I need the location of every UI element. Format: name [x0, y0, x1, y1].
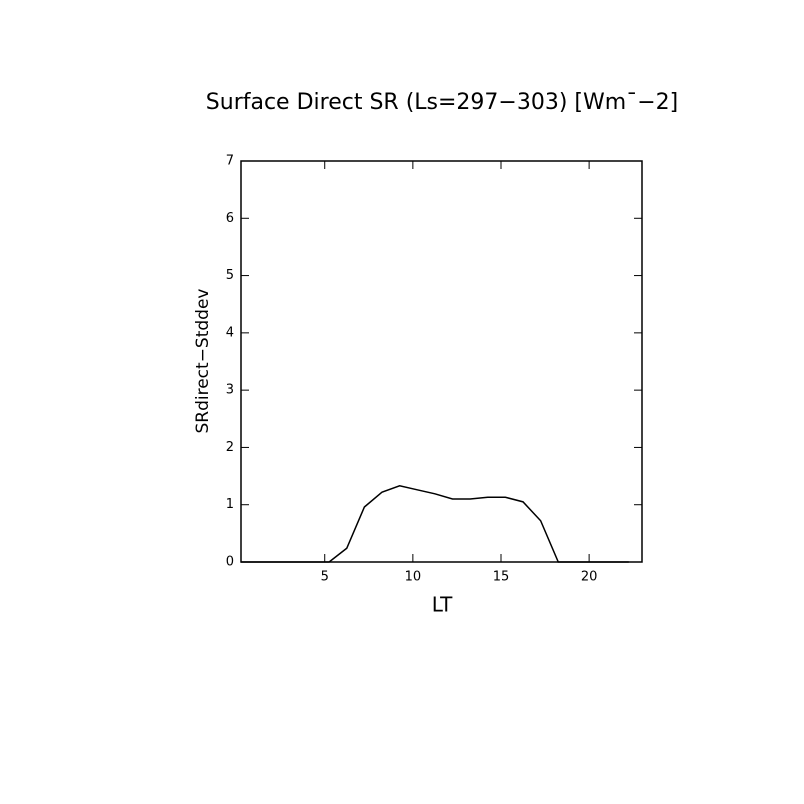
x-axis-label: LT [432, 593, 453, 617]
y-axis-label: SRdirect−Stddev [193, 288, 213, 433]
y-tick-label: 6 [226, 211, 234, 226]
x-tick-label: 15 [493, 570, 510, 585]
y-tick-label: 2 [226, 440, 234, 455]
y-tick-label: 3 [226, 383, 234, 398]
x-tick-label: 20 [581, 570, 598, 585]
y-tick-label: 1 [226, 497, 234, 512]
x-tick-label: 5 [321, 570, 329, 585]
y-tick-label: 0 [226, 555, 234, 570]
y-tick-label: 7 [226, 154, 234, 169]
y-tick-label: 5 [226, 268, 234, 283]
plot-frame [240, 160, 643, 563]
chart-title: Surface Direct SR (Ls=297−303) [Wm¯−2] [206, 90, 678, 115]
y-tick-label: 4 [226, 325, 234, 340]
x-tick-label: 10 [405, 570, 422, 585]
data-line [241, 485, 629, 563]
